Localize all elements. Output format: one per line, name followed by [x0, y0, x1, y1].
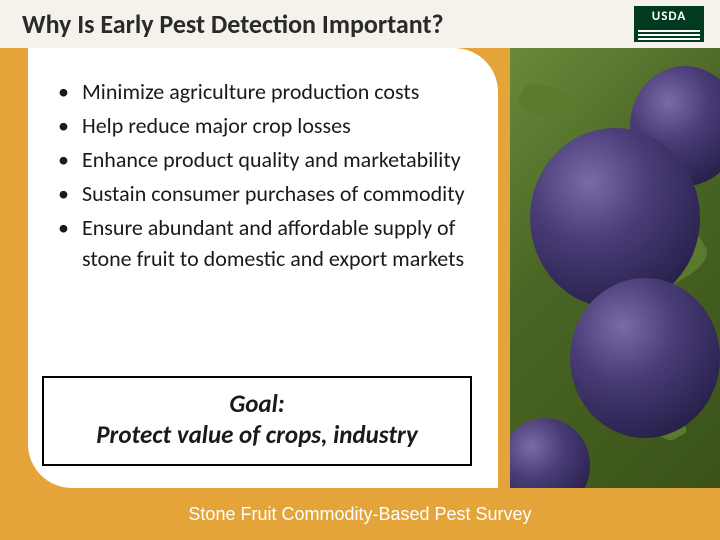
leaf-icon: [516, 77, 583, 130]
bullet-item: Sustain consumer purchases of commodity: [50, 178, 476, 210]
footer: Stone Fruit Commodity-Based Pest Survey: [0, 488, 720, 540]
footer-text: Stone Fruit Commodity-Based Pest Survey: [188, 504, 531, 525]
usda-logo-text: USDA: [652, 9, 686, 24]
plum-icon: [570, 278, 720, 438]
photo-strip: [510, 48, 720, 488]
content-panel: Minimize agriculture production costs He…: [28, 48, 498, 488]
goal-label: Goal:: [50, 388, 464, 419]
bullet-list: Minimize agriculture production costs He…: [50, 76, 476, 275]
goal-text: Protect value of crops, industry: [50, 419, 464, 450]
plum-icon: [530, 128, 700, 308]
usda-logo-icon: USDA: [634, 6, 704, 42]
bullet-item: Help reduce major crop losses: [50, 110, 476, 142]
goal-box: Goal: Protect value of crops, industry: [42, 376, 472, 466]
bullet-item: Minimize agriculture production costs: [50, 76, 476, 108]
plum-icon: [510, 418, 590, 488]
bullet-item: Ensure abundant and affordable supply of…: [50, 212, 476, 276]
usda-logo-bars: [634, 28, 704, 42]
bullet-item: Enhance product quality and marketabilit…: [50, 144, 476, 176]
title-bar: Why Is Early Pest Detection Important? U…: [0, 0, 720, 48]
slide-title: Why Is Early Pest Detection Important?: [22, 8, 444, 40]
slide: Why Is Early Pest Detection Important? U…: [0, 0, 720, 540]
